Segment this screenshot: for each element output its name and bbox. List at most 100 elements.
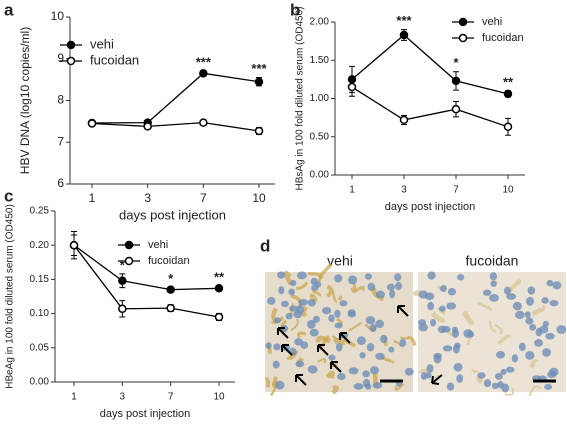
nucleus <box>366 342 375 352</box>
legend-label: fucoidan <box>148 255 190 267</box>
nucleus <box>277 271 286 279</box>
marker <box>399 30 409 40</box>
stain <box>348 321 363 332</box>
panel-label: d <box>260 236 270 255</box>
nucleus <box>311 284 319 291</box>
nucleus <box>556 325 567 334</box>
nucleus <box>375 290 385 299</box>
nucleus <box>372 382 383 389</box>
annotation: * <box>168 271 174 286</box>
x-tick-label: 1 <box>349 185 355 196</box>
marker <box>503 122 513 132</box>
nucleus <box>546 279 554 287</box>
legend-label: vehi <box>148 239 168 251</box>
stain <box>528 385 543 397</box>
legend-marker <box>66 56 76 66</box>
marker <box>399 115 409 125</box>
stain <box>301 306 308 317</box>
nucleus <box>388 346 395 353</box>
nucleus <box>433 354 442 364</box>
nucleus <box>307 319 316 329</box>
nucleus <box>542 320 549 328</box>
nucleus <box>494 372 503 380</box>
marker <box>143 122 152 131</box>
nucleus <box>447 287 457 296</box>
stain <box>317 357 327 364</box>
nucleus <box>456 274 465 281</box>
nucleus <box>483 379 492 388</box>
annotation: *** <box>196 54 212 69</box>
arrow <box>397 305 409 317</box>
nucleus <box>364 273 372 280</box>
stain <box>337 295 343 301</box>
nucleus <box>296 271 307 280</box>
nucleus <box>353 382 364 390</box>
x-axis-label: days post injection <box>100 408 191 420</box>
marker <box>254 126 264 136</box>
nucleus <box>549 367 559 377</box>
nucleus <box>489 294 499 302</box>
y-tick-label: 0.15 <box>30 274 50 285</box>
nucleus <box>278 286 285 295</box>
stain <box>332 337 346 346</box>
stain <box>528 359 539 369</box>
nucleus <box>267 296 276 305</box>
nucleus <box>489 272 498 281</box>
nucleus <box>395 281 402 291</box>
nucleus <box>359 352 366 359</box>
x-tick-label: 10 <box>213 392 225 403</box>
nucleus <box>295 360 305 368</box>
y-tick-label: 1.50 <box>310 55 330 66</box>
y-axis-label: HBV DNA (log10 copies/ml) <box>18 27 32 174</box>
nucleus <box>427 301 435 311</box>
stain <box>466 336 472 346</box>
nucleus <box>307 365 318 374</box>
nucleus <box>535 327 543 337</box>
y-tick-label: 10 <box>51 9 65 23</box>
legend-marker <box>124 240 134 250</box>
arrow <box>330 361 342 373</box>
nucleus <box>328 354 336 361</box>
x-tick-label: 3 <box>144 191 151 205</box>
stain <box>295 281 309 290</box>
series-line <box>73 244 220 318</box>
nucleus <box>534 339 544 347</box>
nucleus <box>365 316 376 325</box>
nucleus <box>425 372 432 379</box>
nucleus <box>288 305 299 312</box>
nucleus <box>375 319 385 329</box>
stain <box>497 334 512 345</box>
stain <box>318 263 333 279</box>
legend-label: fucoidan <box>90 52 139 67</box>
image-title: vehi <box>327 253 353 269</box>
stain <box>394 382 405 391</box>
nucleus <box>380 334 388 344</box>
stain <box>297 331 307 339</box>
nucleus <box>525 296 535 306</box>
nucleus <box>512 301 522 311</box>
nucleus <box>552 281 562 290</box>
x-tick-label: 7 <box>453 185 459 196</box>
nucleus <box>394 273 402 282</box>
annotation: *** <box>251 61 267 76</box>
x-tick-label: 10 <box>502 185 514 196</box>
nucleus <box>506 293 517 300</box>
legend-marker <box>458 33 468 43</box>
nucleus <box>370 366 380 375</box>
y-tick-label: 0.20 <box>30 240 50 251</box>
nucleus <box>404 367 414 376</box>
nucleus <box>451 326 458 334</box>
panel-label: b <box>290 0 300 19</box>
y-axis-label: HBsAg in 100 fold diluted serum (OD450) <box>295 7 306 191</box>
nucleus <box>328 314 335 323</box>
panel-label: a <box>4 0 14 19</box>
nucleus <box>503 286 512 295</box>
nucleus <box>442 345 453 352</box>
marker <box>347 82 357 92</box>
stain <box>350 283 357 294</box>
stain <box>477 301 492 311</box>
y-tick-label: 0.00 <box>30 377 50 388</box>
nucleus <box>348 367 359 375</box>
nucleus <box>491 382 499 390</box>
marker <box>503 89 513 99</box>
